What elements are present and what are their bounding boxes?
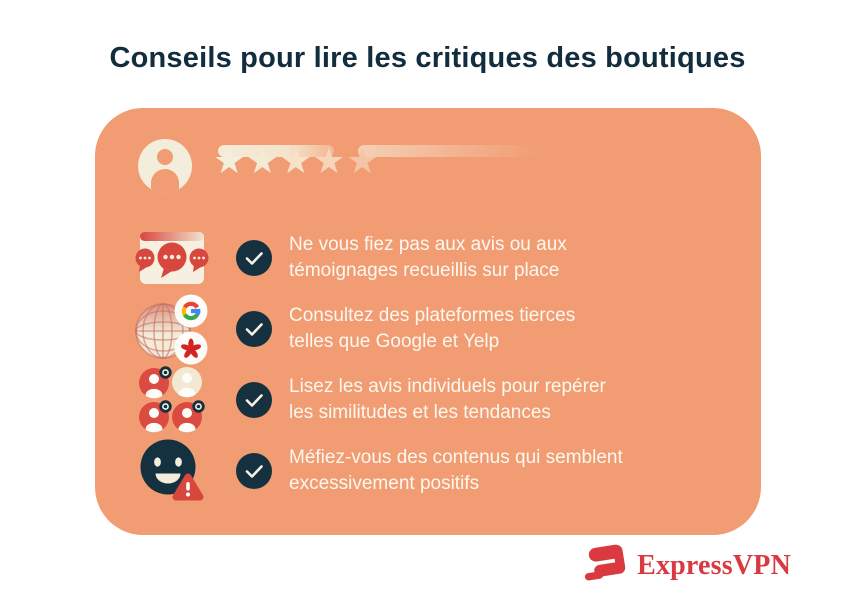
- avatar-head-shape: [157, 149, 173, 165]
- brand-footer: ExpressVPN: [0, 543, 791, 588]
- check-icon: [236, 310, 272, 347]
- star-icon: ★: [312, 141, 347, 182]
- page-title: Conseils pour lire les critiques des bou…: [109, 42, 746, 74]
- placeholder-text-bar: [358, 145, 540, 157]
- brand-wordmark: ExpressVPN: [637, 549, 791, 581]
- tip-row-overly-positive: Méfiez-vous des contenus qui semblent ex…: [134, 435, 734, 506]
- chat-bubbles-icon: [134, 227, 210, 289]
- tip-text: Méfiez-vous des contenus qui semblent ex…: [289, 446, 623, 494]
- tip-text: Consultez des plateformes tierces telles…: [289, 304, 576, 352]
- tip-text: Lisez les avis individuels pour repérer …: [289, 375, 606, 423]
- review-card: ★★★★★: [95, 108, 761, 535]
- star-icon: ★: [213, 141, 247, 182]
- tip-row-onsite-reviews: Ne vous fiez pas aux avis ou aux témoign…: [134, 222, 734, 293]
- reviewer-avatar-icon: [138, 139, 192, 193]
- star-icon: ★: [346, 141, 380, 182]
- tip-row-individual-reviews: Lisez les avis individuels pour repérer …: [134, 364, 734, 435]
- check-icon: [236, 452, 272, 489]
- check-icon: [236, 239, 272, 276]
- star-icon: ★: [279, 141, 313, 182]
- tips-list: Ne vous fiez pas aux avis ou aux témoign…: [134, 222, 734, 506]
- smiley-warning-icon: [134, 437, 210, 505]
- tip-row-third-party-platforms: Consultez des plateformes tierces telles…: [134, 293, 734, 364]
- placeholder-name-bar: [218, 145, 334, 157]
- avatar-body-shape: [151, 169, 179, 193]
- reviewer-avatars-icon: [134, 364, 210, 436]
- star-rating: ★★★★★: [213, 144, 379, 180]
- star-icon: ★: [246, 141, 280, 182]
- tip-text: Ne vous fiez pas aux avis ou aux témoign…: [289, 233, 567, 281]
- expressvpn-logo-icon: [582, 543, 628, 588]
- globe-google-yelp-icon: [134, 291, 210, 367]
- check-icon: [236, 381, 272, 418]
